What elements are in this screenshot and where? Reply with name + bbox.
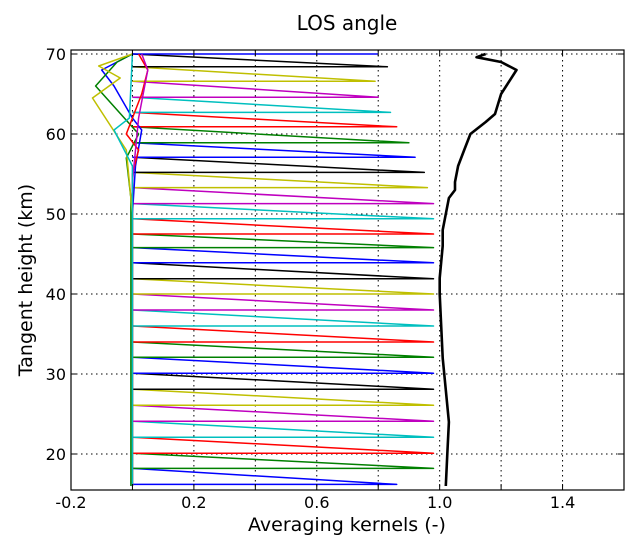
y-tick-label: 40: [46, 285, 66, 304]
kernel-line: [132, 309, 435, 327]
response-line: [438, 52, 518, 487]
kernel-line: [132, 218, 435, 235]
data-series: [438, 52, 518, 487]
y-tick-label: 50: [46, 205, 66, 224]
kernel-line: [132, 293, 435, 311]
grid: [71, 50, 624, 490]
y-tick-label: 30: [46, 365, 66, 384]
kernel-line: [132, 436, 435, 454]
kernel-line: [132, 420, 435, 438]
kernel-line: [132, 404, 435, 422]
kernel-line: [132, 233, 435, 249]
kernel-line: [132, 111, 398, 128]
kernel-line: [132, 156, 426, 174]
chart-title: LOS angle: [297, 11, 398, 35]
kernel-line: [132, 388, 435, 406]
kernel-line: [132, 186, 435, 205]
kernel-line: [132, 372, 435, 390]
kernel-line: [132, 356, 435, 374]
kernel-line: [132, 341, 435, 358]
y-tick-label: 60: [46, 125, 66, 144]
kernel-line: [132, 325, 435, 343]
kernel-line: [132, 262, 435, 280]
x-tick-label: 0.6: [304, 493, 329, 512]
kernel-line: [132, 96, 392, 114]
kernel-line: [132, 246, 435, 264]
plot-frame: [70, 49, 625, 491]
kernel-line: [132, 142, 416, 158]
x-tick-label: 1.4: [550, 493, 575, 512]
kernel-baseline: [91, 53, 134, 486]
kernel-line: [132, 452, 435, 470]
kernel-baseline: [113, 53, 134, 486]
kernel-line: [132, 66, 376, 82]
y-tick-label: 20: [46, 445, 66, 464]
kernel-line: [132, 202, 435, 220]
kernel-line: [132, 171, 429, 189]
kernel-line: [132, 278, 435, 295]
kernel-line: [132, 80, 379, 98]
x-tick-label: 0.2: [181, 493, 206, 512]
kernel-line: [132, 126, 410, 144]
x-axis-label: Averaging kernels (-): [248, 514, 446, 536]
kernel-line: [132, 53, 389, 68]
x-tick-label: -0.2: [55, 493, 86, 512]
kernel-lines: [91, 53, 435, 486]
axis-ticks: 20 30 40 50 60 70 -0.2 0.2 0.6 1.0 1.4: [46, 45, 624, 512]
x-tick-label: 1.0: [427, 493, 452, 512]
y-tick-label: 70: [46, 45, 66, 64]
kernel-line: [132, 467, 398, 486]
y-axis-label: Tangent height (km): [15, 184, 37, 377]
